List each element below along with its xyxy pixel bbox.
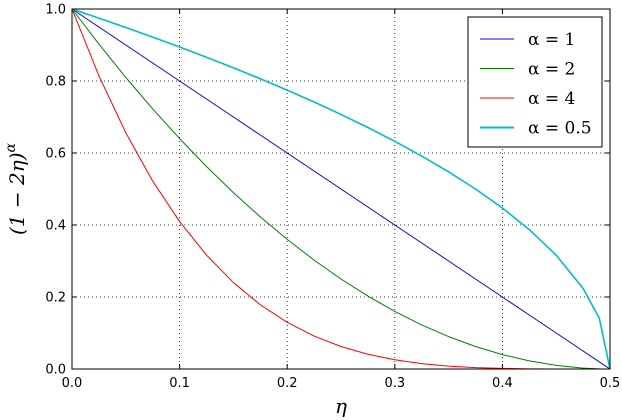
legend-entry-label: α = 4 — [528, 89, 575, 109]
y-tick-label: 0.0 — [45, 363, 66, 378]
y-axis-label-base: (1 − 2η) — [5, 152, 29, 235]
y-tick-label: 1.0 — [45, 3, 66, 18]
x-tick-label: 0.5 — [600, 376, 621, 391]
x-tick-label: 0.2 — [277, 376, 298, 391]
y-axis-label: (1 − 2η)α — [3, 142, 29, 235]
x-axis-label: η — [335, 394, 347, 418]
tick-layer: 0.0 0.1 0.2 0.3 0.4 0.5 0.0 0.2 0.4 0.6 0.8 1.0 — [45, 3, 620, 392]
y-axis-label-exponent: α — [3, 142, 19, 152]
y-tick-label: 0.8 — [45, 75, 66, 90]
x-tick-label: 0.1 — [169, 376, 190, 391]
x-tick-label: 0.3 — [384, 376, 405, 391]
legend-entry-label: α = 2 — [528, 60, 575, 80]
y-tick-label: 0.4 — [45, 219, 66, 234]
series-line-2 — [71, 8, 611, 370]
legend: α = 1 α = 2 α = 4 α = 0.5 — [467, 16, 603, 148]
legend-entry-label: α = 1 — [528, 30, 575, 50]
x-tick-label: 0.4 — [492, 376, 513, 391]
series-line-4 — [71, 8, 611, 370]
plot-frame — [71, 8, 611, 370]
y-tick-label: 0.6 — [45, 147, 66, 162]
y-tick-label: 0.2 — [45, 291, 66, 306]
legend-entry-label: α = 0.5 — [528, 119, 592, 139]
x-tick-label: 0.0 — [62, 376, 83, 391]
series-line-1 — [71, 8, 611, 370]
